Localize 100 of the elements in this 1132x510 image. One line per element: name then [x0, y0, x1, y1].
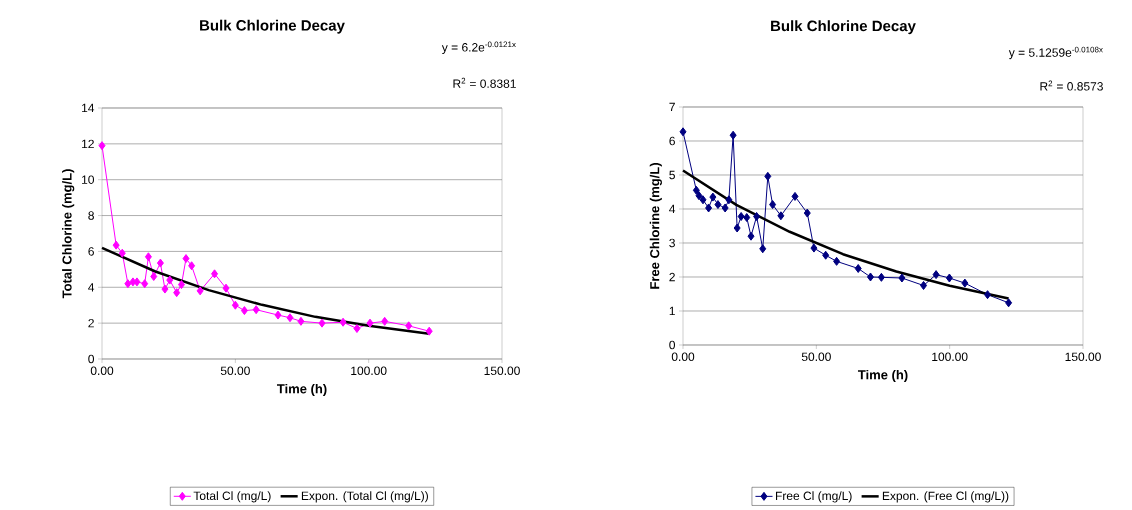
x-tick-label: 0.00: [671, 352, 695, 362]
chart-title: Bulk Chlorine Decay: [200, 19, 345, 34]
point: [156, 258, 164, 268]
x-tick-label: 50.00: [220, 366, 250, 376]
point: [759, 244, 767, 254]
point: [188, 261, 196, 271]
point: [133, 277, 141, 287]
point: [274, 310, 282, 320]
line-series: [100, 246, 431, 335]
y-tick-label: 6: [88, 247, 94, 256]
point: [425, 326, 433, 336]
point: [118, 248, 126, 258]
x-tick-label: 100.00: [351, 366, 387, 376]
point: [699, 195, 707, 205]
x-axis-title: Time (h): [857, 369, 908, 382]
y-tick-label: 0: [669, 340, 676, 350]
point: [725, 195, 733, 205]
point: [144, 252, 152, 262]
point: [777, 211, 785, 221]
point: [764, 171, 772, 181]
point: [920, 280, 928, 290]
y-tick-label: 2: [669, 272, 675, 282]
text: y = 6.2e$^{-0.0121x}$: [441, 41, 516, 54]
point: [240, 306, 248, 316]
point: [747, 231, 755, 241]
point: [405, 321, 413, 331]
x-tick-label: 100.00: [932, 352, 968, 362]
point: [252, 305, 260, 315]
point: [339, 317, 347, 327]
y-tick-label: 2: [88, 318, 94, 328]
point: [733, 223, 741, 233]
point: [810, 243, 818, 253]
point: [743, 212, 751, 222]
y-tick-label: 5: [669, 170, 675, 180]
legend-label: Total Cl (mg/L): [193, 491, 271, 503]
point: [318, 318, 326, 328]
text: R$^{2}$ = 0.8381: [453, 77, 516, 88]
point: [211, 269, 219, 279]
point: [231, 300, 239, 310]
point: [161, 284, 169, 294]
y-tick-label: 12: [82, 139, 94, 149]
point: [866, 272, 874, 282]
y-tick-label: 4: [88, 283, 95, 292]
point: [150, 272, 158, 282]
text: y = 5.1259e$^{-0.0108x}$: [1008, 46, 1103, 60]
y-axis-title: Total Chlorine (mg/L): [62, 169, 75, 299]
point: [182, 254, 190, 264]
y-tick-label: 7: [669, 102, 675, 112]
point: [366, 318, 374, 328]
point: [141, 279, 149, 289]
point: [769, 200, 777, 210]
y-tick-label: 14: [82, 103, 95, 113]
point: [984, 290, 992, 300]
chart-title: Bulk Chlorine Decay: [771, 20, 916, 35]
point: [721, 203, 729, 213]
point: [173, 288, 181, 298]
y-tick-label: 1: [669, 306, 675, 316]
legend-label: Free Cl (mg/L): [776, 491, 852, 503]
point: [945, 273, 953, 283]
point: [822, 250, 830, 260]
y-tick-label: 0: [88, 354, 95, 364]
legend-label: Expon. (Free Cl (mg/L)): [882, 491, 1009, 503]
point: [898, 273, 906, 283]
point: [196, 286, 204, 296]
point: [737, 211, 745, 221]
point: [709, 192, 717, 202]
x-axis-title: Time (h): [276, 383, 327, 396]
x-tick-label: 50.00: [801, 352, 831, 362]
point: [961, 278, 969, 288]
point: [692, 185, 700, 195]
point: [877, 272, 885, 282]
x-tick-label: 150.00: [484, 366, 520, 376]
point: [695, 191, 703, 201]
point: [222, 283, 230, 293]
point: [753, 211, 761, 221]
point: [729, 130, 737, 140]
point: [932, 270, 940, 280]
point: [286, 313, 294, 323]
point: [705, 203, 713, 213]
point: [679, 127, 687, 137]
y-tick-label: 10: [82, 175, 95, 184]
y-tick-label: 8: [88, 211, 94, 220]
point: [297, 316, 305, 326]
point: [353, 324, 361, 334]
legend-label: Expon. (Total Cl (mg/L)): [301, 491, 428, 503]
point: [791, 191, 799, 201]
point: [803, 208, 811, 218]
point: [177, 280, 185, 290]
point: [98, 141, 106, 151]
point: [854, 263, 862, 273]
point: [381, 316, 389, 326]
point: [124, 279, 132, 289]
y-tick-label: 4: [669, 204, 676, 214]
x-tick-label: 150.00: [1065, 352, 1101, 362]
point: [833, 256, 841, 266]
y-axis-title: Free Chlorine (mg/L): [649, 163, 662, 289]
y-tick-label: 6: [669, 136, 675, 146]
point: [166, 275, 174, 285]
point: [1005, 298, 1013, 308]
text: R$^{2}$ = 0.8573: [1040, 80, 1103, 91]
